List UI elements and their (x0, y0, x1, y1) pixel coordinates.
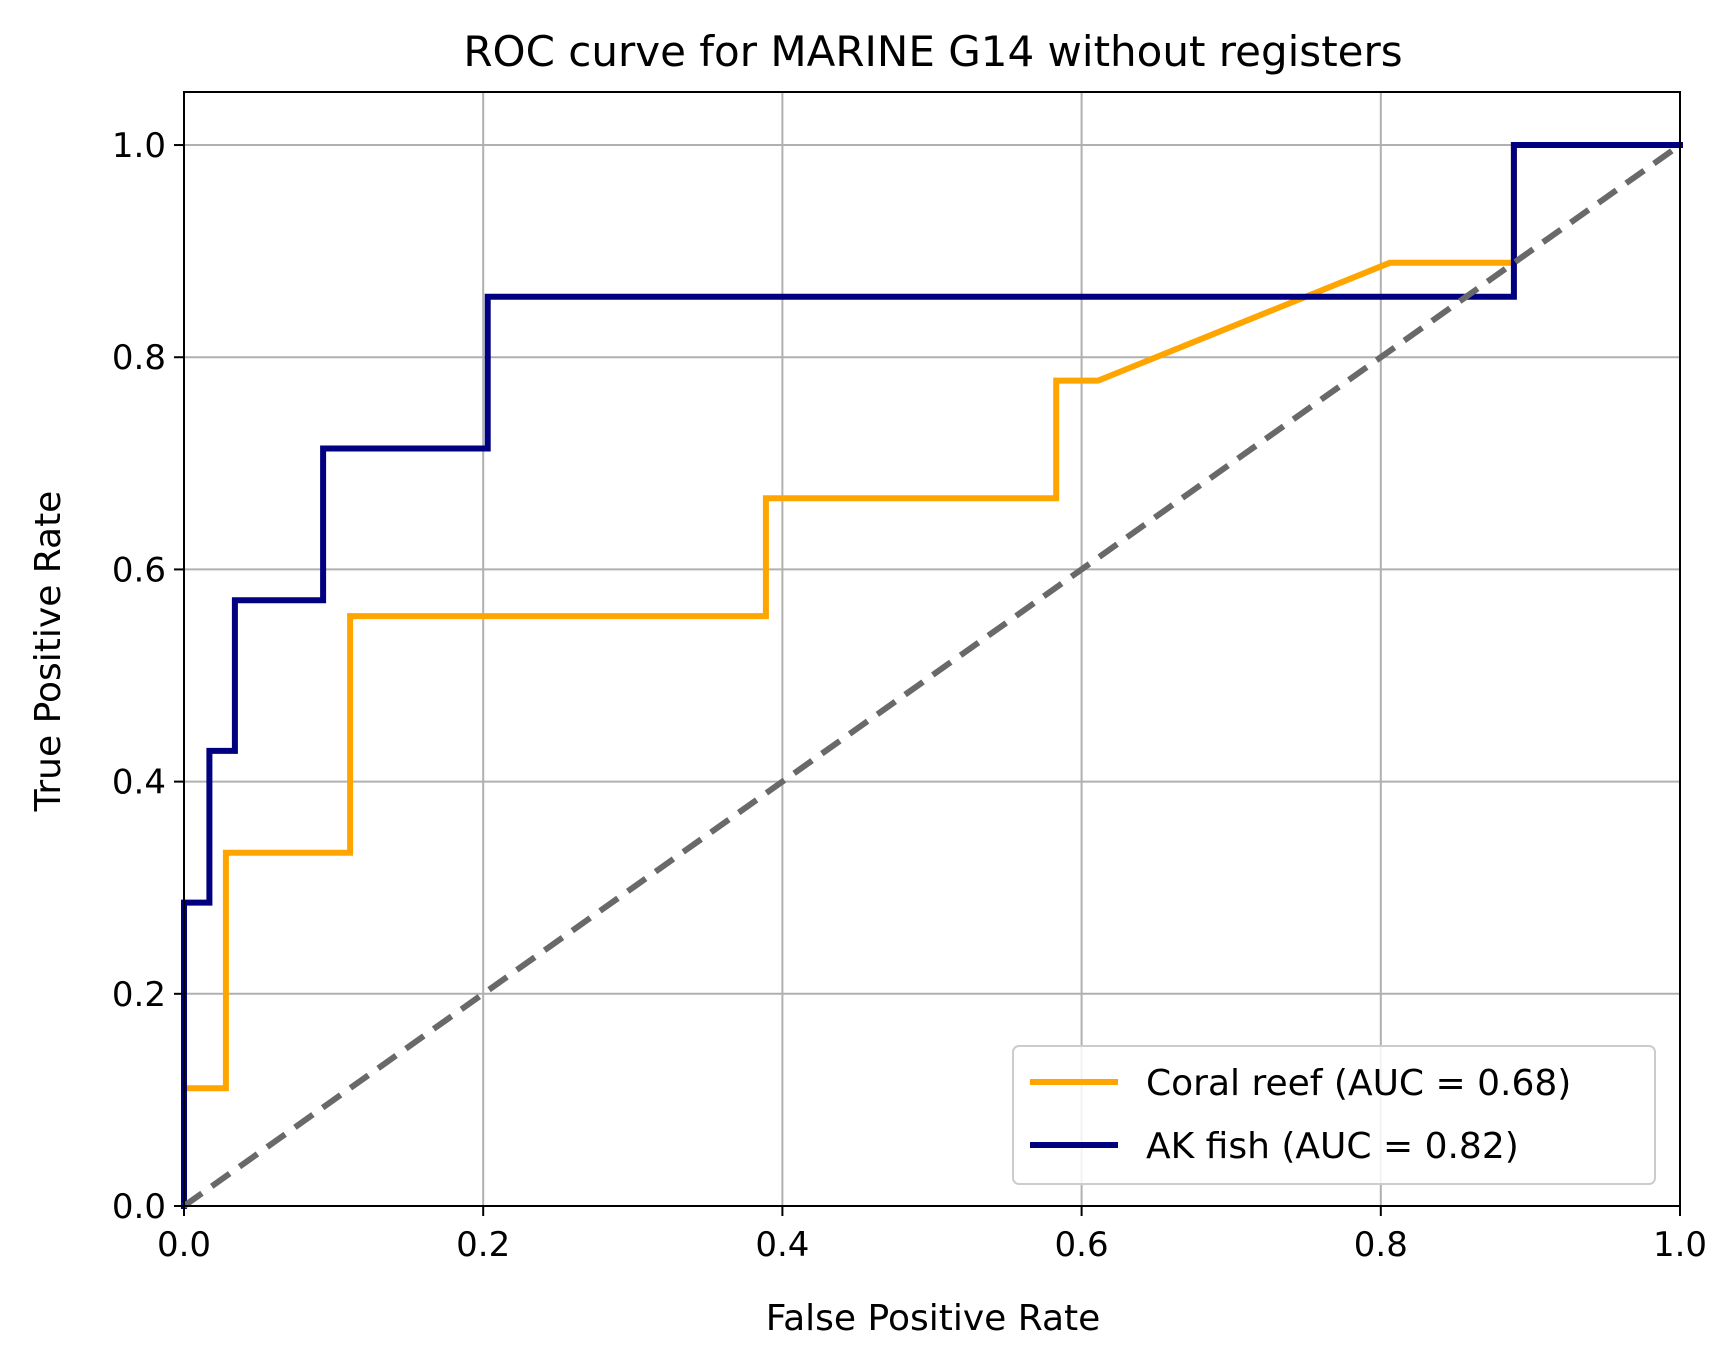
y-tick-label: 1.0 (112, 126, 166, 166)
plot-lines (181, 142, 1683, 1209)
axis-ticks: 0.0 0.2 0.4 0.6 0.8 1.0 0.0 0.2 0.4 0.6 0.8 1.0 (112, 126, 1707, 1265)
y-tick-label: 0.0 (112, 1187, 166, 1227)
y-axis-label: True Positive Rate (28, 491, 69, 813)
legend-label-coral-reef: Coral reef (AUC = 0.68) (1146, 1063, 1571, 1104)
x-tick-label: 0.8 (1354, 1225, 1408, 1265)
x-tick-label: 0.4 (755, 1225, 809, 1265)
legend-box (1012, 1045, 1656, 1185)
x-tick-label: 0.6 (1055, 1225, 1109, 1265)
x-tick-label: 1.0 (1653, 1225, 1707, 1265)
x-tick-label: 0.2 (456, 1225, 510, 1265)
y-tick-label: 0.6 (112, 550, 166, 590)
legend-label-ak-fish: AK fish (AUC = 0.82) (1146, 1126, 1519, 1167)
series-line-0 (181, 142, 1683, 1209)
series-line-1 (181, 142, 1683, 1209)
y-tick-label: 0.2 (112, 975, 166, 1015)
x-axis-label: False Positive Rate (766, 1298, 1101, 1339)
legend: Coral reef (AUC = 0.68) AK fish (AUC = 0… (1012, 1045, 1656, 1185)
y-tick-label: 0.8 (112, 338, 166, 378)
y-tick-label: 0.4 (112, 763, 166, 803)
plot-frame (183, 91, 1681, 1207)
chart-title: ROC curve for MARINE G14 without registe… (463, 27, 1402, 76)
grid-lines (183, 92, 1681, 1207)
x-tick-label: 0.0 (157, 1225, 211, 1265)
